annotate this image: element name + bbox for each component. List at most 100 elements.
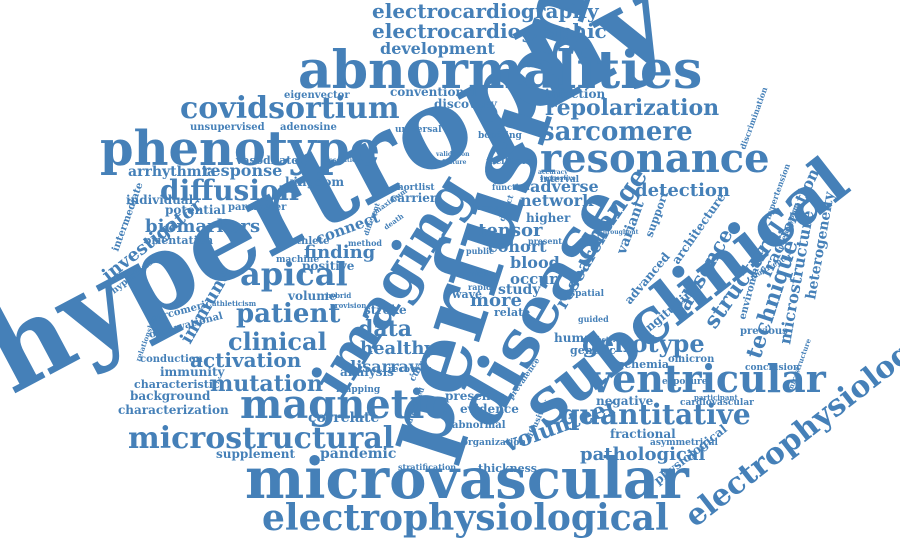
- word-immunity: immunity: [160, 365, 226, 379]
- word-vasodilator: vasodilator: [235, 154, 305, 167]
- word-feature: feature: [442, 159, 467, 166]
- word-development: development: [380, 39, 496, 58]
- word-tensor: tensor: [478, 220, 543, 241]
- word-positive: positive: [302, 259, 355, 273]
- word-risk: risk: [470, 270, 490, 280]
- word-disarray: disarray: [345, 357, 419, 376]
- word-characterization: characterization: [118, 403, 229, 417]
- word-repolarization: repolarization: [545, 95, 719, 121]
- word-resonance: resonance: [540, 135, 770, 182]
- word-adverse: adverse: [530, 177, 599, 196]
- word-data: data: [358, 316, 412, 342]
- word-detection: detection: [635, 180, 730, 201]
- word-omicron: omicron: [668, 354, 715, 365]
- word-conduction: conduction: [140, 354, 203, 365]
- word-arrhythmia: arrhythmia: [128, 164, 216, 180]
- word-relate: relate: [494, 306, 530, 319]
- word-analysis: analysis: [340, 365, 394, 379]
- word-hybrid: hybrid: [326, 291, 351, 300]
- word-infection: infection: [545, 87, 605, 101]
- word-electrophysiological: electrophysiological: [262, 497, 669, 539]
- word-throughout: throughout: [600, 229, 639, 236]
- word-mapping: mapping: [336, 385, 381, 395]
- word-electrocardiography: electrocardiography: [372, 0, 600, 23]
- word-finding: finding: [304, 242, 376, 263]
- word-abnormal: abnormal: [452, 420, 506, 431]
- word-athlete: athlete: [290, 236, 330, 247]
- word-universal: universal: [395, 125, 442, 135]
- word-validation: validation: [435, 151, 470, 158]
- word-more: more: [470, 290, 522, 311]
- word-volume: volume: [287, 289, 337, 303]
- word-asymmetrical: asymmetrical: [650, 438, 719, 448]
- word-microstructural: microstructural: [128, 421, 394, 456]
- word-study: study: [498, 282, 541, 298]
- word-function: function: [492, 182, 530, 192]
- word-clinical: clinical: [228, 327, 327, 356]
- word-genetic: genetic: [570, 344, 616, 357]
- word-participant: participant: [694, 393, 738, 402]
- word-patient: patient: [236, 299, 340, 329]
- word-provision: provision: [330, 301, 366, 310]
- word-quantitative: quantitative: [560, 398, 751, 431]
- word-microvascular: microvascular: [245, 446, 690, 512]
- word-thickness: thickness: [478, 462, 537, 475]
- word-stratification: stratification: [398, 462, 456, 472]
- word-orientation: orientation: [144, 234, 213, 247]
- word-abnormalities: abnormalities: [298, 40, 702, 101]
- word-stroke: stroke: [364, 303, 407, 317]
- word-boosting: boosting: [478, 131, 522, 141]
- word-present: present: [528, 236, 562, 246]
- word-ventricular: ventricular: [589, 356, 827, 401]
- word-recovery: recovery: [388, 365, 432, 375]
- word-eigenvector: eigenvector: [284, 90, 350, 101]
- word-machine: machine: [276, 255, 319, 265]
- word-pandemic: pandemic: [320, 446, 396, 462]
- word-supplement: supplement: [216, 447, 296, 461]
- word-fractional: fractional: [610, 427, 676, 441]
- word-previous: previous: [740, 326, 788, 337]
- word-apical: apical: [240, 255, 348, 293]
- word-carrier: carrier: [390, 191, 437, 205]
- word-guided: guided: [578, 314, 609, 324]
- word-sarcomere: sarcomere: [540, 117, 693, 147]
- word-adenosine: adenosine: [280, 122, 337, 133]
- word-background: background: [130, 389, 211, 403]
- word-conclusion: conclusion: [745, 363, 800, 373]
- word-public: public: [466, 246, 494, 256]
- word-evidence: evidence: [460, 402, 519, 416]
- word-ischemia: ischemia: [614, 358, 669, 371]
- word-correlate: correlate: [308, 410, 379, 426]
- word-negative: negative: [596, 394, 654, 408]
- word-method: method: [348, 238, 382, 248]
- word-response: response: [202, 161, 282, 180]
- word-occur: occur: [510, 270, 558, 288]
- word-kingdom: kingdom: [285, 175, 344, 189]
- word-magnetic: magnetic: [240, 381, 449, 428]
- word-healthy: healthy: [360, 338, 435, 359]
- word-activation: activation: [190, 348, 302, 372]
- word-organization: organization: [462, 438, 526, 448]
- word-human: human: [554, 331, 601, 345]
- word-mutation: mutation: [210, 371, 323, 397]
- word-electrocardiographic: electrocardiographic: [372, 19, 607, 43]
- word-cohort: cohort: [488, 237, 547, 256]
- word-discovery: discovery: [434, 97, 498, 111]
- word-covidsortium: covidsortium: [180, 91, 400, 126]
- word-conventional: conventional: [390, 85, 477, 99]
- word-presence: presence: [445, 389, 506, 403]
- word-network: network: [520, 191, 594, 210]
- word-exposure: exposure: [662, 377, 708, 387]
- word-resolution: resolution: [326, 157, 361, 164]
- word-shortlist: shortlist: [392, 183, 435, 193]
- word-characteristic: characteristic: [134, 378, 220, 391]
- word-biomarkers: biomarkers: [145, 216, 260, 237]
- word-parameter: parameter: [228, 202, 287, 213]
- word-rapid: rapid: [468, 282, 492, 292]
- word-potential: potential: [165, 203, 226, 217]
- word-therapy: therapy: [472, 203, 503, 212]
- word-spatial: spatial: [570, 289, 605, 299]
